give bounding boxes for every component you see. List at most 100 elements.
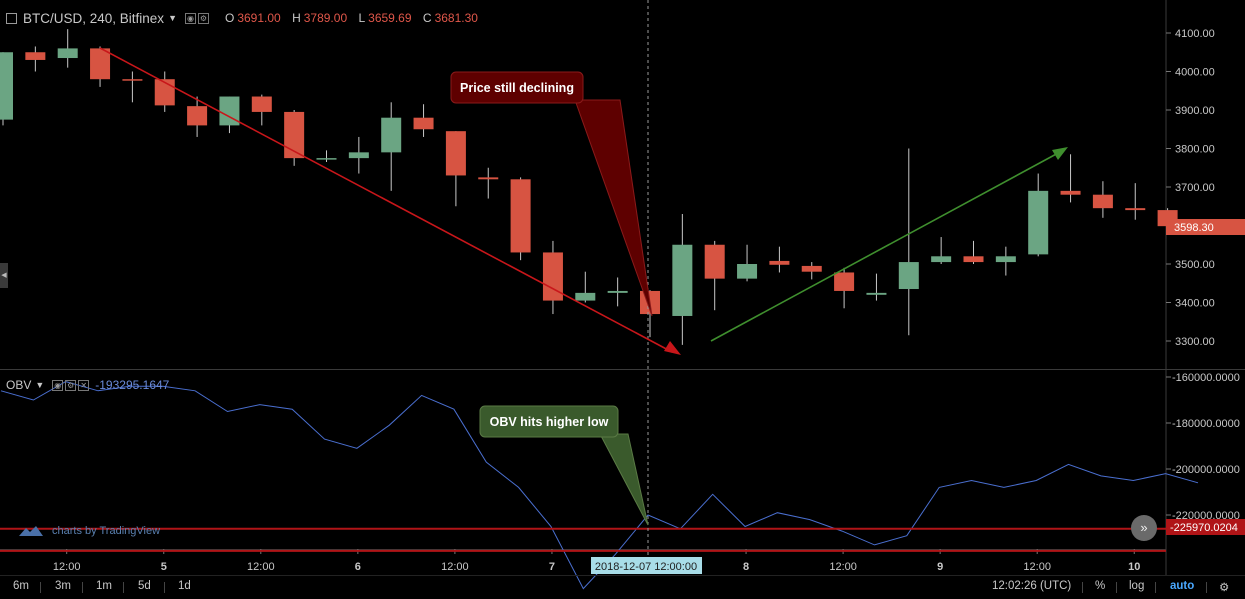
time-tick-label: 12:00 — [53, 561, 81, 573]
chevron-down-icon[interactable]: ▼ — [35, 380, 45, 390]
candle — [995, 246, 1016, 276]
candle-body — [413, 117, 434, 130]
candle-body — [0, 52, 13, 120]
price-decline-arrow — [99, 47, 681, 355]
time-tick-label: 8 — [743, 561, 749, 573]
settings-icon[interactable]: ⚙ — [197, 12, 209, 24]
candle-body — [672, 244, 693, 316]
time-tick-label: 6 — [355, 561, 361, 573]
tradingview-logo[interactable]: charts by TradingView — [18, 524, 160, 538]
svg-text:-225970.0204: -225970.0204 — [1170, 522, 1238, 534]
obv-callout-text: OBV hits higher low — [490, 415, 609, 429]
gear-icon[interactable]: ⚙ — [1219, 582, 1230, 594]
log-toggle[interactable]: log — [1129, 580, 1145, 592]
obv-callout: OBV hits higher low — [479, 405, 649, 526]
candle-body — [1125, 208, 1146, 211]
candle — [187, 96, 208, 137]
candle — [219, 96, 240, 134]
obv-header: OBV ▼ ◉ ⚙ ✕ -193295.1647 — [6, 378, 169, 392]
candle — [316, 150, 337, 162]
candle — [0, 52, 13, 126]
time-tick-label: 12:00 — [247, 561, 275, 573]
svg-text:2018-12-07 12:00:00: 2018-12-07 12:00:00 — [595, 561, 697, 573]
candle-body — [963, 256, 984, 263]
left-scroll-handle[interactable]: ◀ — [0, 263, 8, 288]
candle — [122, 71, 143, 103]
candle — [154, 71, 175, 112]
time-tick-label: 9 — [937, 561, 943, 573]
candle-body — [348, 152, 369, 159]
price-axis[interactable]: 4100.004000.003900.003800.003700.003600.… — [1166, 28, 1215, 348]
time-tick-label: 5 — [161, 561, 167, 573]
candle-body — [510, 179, 531, 253]
price-tick-label: 4000.00 — [1175, 67, 1215, 79]
candle-body — [575, 292, 596, 301]
candle — [381, 102, 402, 191]
auto-scale-toggle[interactable]: auto — [1170, 580, 1195, 592]
percent-toggle[interactable]: % — [1095, 580, 1106, 592]
candle-body — [542, 252, 563, 301]
candle-body — [1028, 190, 1049, 255]
candle-body — [251, 96, 272, 112]
price-tick-label: 3500.00 — [1175, 259, 1215, 271]
price-callout: Price still declining — [450, 71, 653, 317]
settings-icon[interactable]: ⚙ — [65, 379, 77, 391]
price-tick-label: 4100.00 — [1175, 28, 1215, 40]
svg-text:3598.30: 3598.30 — [1174, 222, 1214, 234]
obv-tick-label: -180000.0000 — [1172, 418, 1240, 430]
time-axis[interactable]: 12:00 5 12:00 6 12:00 7 8 12:00 9 12:00 10 — [53, 549, 1140, 573]
obv-axis[interactable]: -160000.0000-180000.0000-200000.0000-220… — [1166, 372, 1240, 522]
candle — [25, 46, 46, 72]
candle — [1060, 154, 1081, 203]
candle-body — [478, 177, 499, 180]
timeframe-3m[interactable]: 3m — [55, 580, 71, 592]
logo-text: charts by TradingView — [52, 525, 161, 537]
candle — [510, 177, 531, 261]
candle-body — [187, 106, 208, 126]
candle — [478, 167, 499, 199]
timeframe-5d[interactable]: 5d — [138, 580, 151, 592]
obv-value-marker: -225970.0204 — [1166, 519, 1245, 535]
visibility-icon[interactable]: ◉ — [52, 379, 64, 391]
candle-body — [90, 48, 111, 80]
tradingview-icon — [19, 526, 43, 536]
collapse-checkbox[interactable] — [6, 12, 17, 24]
obv-tick-label: -160000.0000 — [1172, 372, 1240, 384]
candle-body — [1092, 194, 1113, 209]
chevron-down-icon[interactable]: ▼ — [168, 13, 177, 23]
symbol-title[interactable]: BTC/USD, 240, Bitfinex — [23, 10, 165, 26]
price-callout-text: Price still declining — [460, 81, 574, 95]
candle — [769, 246, 790, 273]
candle — [672, 213, 693, 345]
price-tick-label: 3400.00 — [1175, 298, 1215, 310]
candle-body — [995, 256, 1016, 263]
candle — [834, 267, 855, 309]
obv-tick-label: -200000.0000 — [1172, 464, 1240, 476]
close-icon[interactable]: ✕ — [78, 379, 90, 391]
obv-label[interactable]: OBV — [6, 378, 32, 392]
candle — [1125, 183, 1146, 220]
price-tick-label: 3900.00 — [1175, 105, 1215, 117]
price-uptrend-arrow — [710, 147, 1068, 342]
visibility-icon[interactable]: ◉ — [184, 12, 196, 24]
candle-body — [866, 292, 887, 295]
candle — [445, 131, 466, 207]
candle-body — [737, 264, 758, 279]
candle — [90, 46, 111, 87]
candle-body — [25, 52, 46, 60]
candle — [575, 271, 596, 303]
candle — [542, 240, 563, 315]
candle-body — [316, 158, 337, 160]
timeframe-6m[interactable]: 6m — [13, 580, 29, 592]
candle — [898, 148, 919, 336]
time-tick-label: 12:00 — [829, 561, 857, 573]
time-tick-label: 12:00 — [1023, 561, 1051, 573]
timeframe-1d[interactable]: 1d — [178, 580, 191, 592]
utc-clock[interactable]: 12:02:26 (UTC) — [992, 580, 1072, 592]
candle — [1028, 173, 1049, 257]
candle-body — [834, 272, 855, 291]
scroll-to-realtime-button[interactable]: » — [1131, 515, 1157, 541]
timeframe-1m[interactable]: 1m — [96, 580, 112, 592]
